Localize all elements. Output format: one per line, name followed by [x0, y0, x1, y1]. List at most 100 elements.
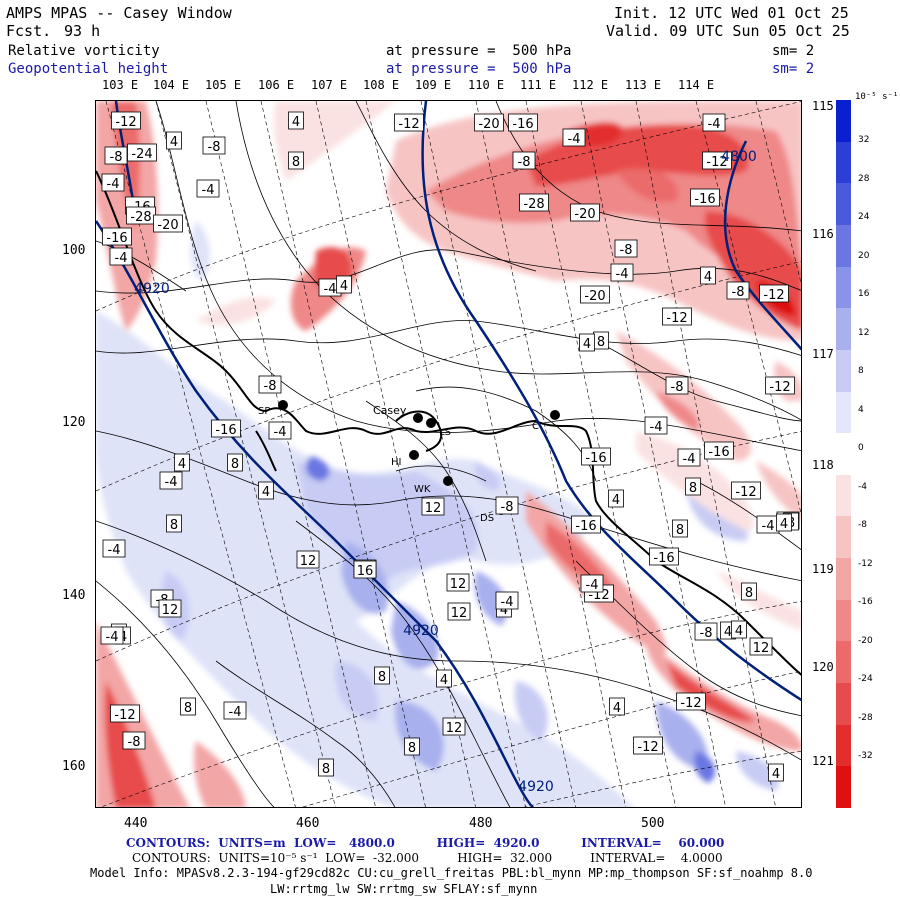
- vorticity-label-box: [102, 539, 126, 558]
- vorticity-label-box: [690, 188, 720, 207]
- vorticity-label: -16: [508, 113, 538, 132]
- vorticity-label-box: [741, 582, 757, 601]
- vorticity-label: 8: [227, 453, 243, 472]
- vorticity-label-box: [202, 136, 226, 155]
- vorticity-label-box: [759, 284, 789, 303]
- vorticity-label-box: [110, 704, 140, 723]
- vorticity-label-text: 16: [357, 564, 374, 579]
- vorticity-label-box: [104, 146, 128, 165]
- vorticity-label-box: [153, 214, 183, 233]
- colorbar-swatch: [836, 641, 851, 684]
- vorticity-label: 4: [258, 481, 274, 500]
- vorticity-label-box: [474, 113, 504, 132]
- vorticity-label-text: -8: [110, 150, 123, 165]
- vorticity-label-box: [122, 731, 146, 750]
- vorticity-label-text: 4: [780, 517, 788, 532]
- vorticity-label-box: [166, 514, 182, 533]
- vorticity-label-text: 8: [408, 741, 416, 756]
- colorbar-swatch: [836, 599, 851, 642]
- vorticity-label: -12: [765, 376, 795, 395]
- vorticity-label-text: -12: [735, 485, 756, 500]
- colorbar-swatch: [836, 266, 851, 309]
- vorticity-label-box: [288, 151, 304, 170]
- vorticity-label: -20: [474, 113, 504, 132]
- lon-label: 104 E: [153, 78, 190, 92]
- x-tick-500: 500: [641, 816, 665, 831]
- vorticity-label-box: [288, 111, 304, 130]
- vorticity-label-text: -4: [324, 282, 337, 297]
- vorticity-label-text: -4: [108, 543, 121, 558]
- vorticity-label: 8: [374, 666, 390, 685]
- vorticity-label-box: [579, 333, 595, 352]
- vorticity-label-box: [166, 131, 182, 150]
- colorbar-units: 10⁻⁵ s⁻¹: [855, 92, 899, 102]
- forecast-label: Fcst.: [6, 22, 52, 40]
- vorticity-label-box: [174, 453, 190, 472]
- colorbar-tick: -16: [858, 597, 873, 607]
- vorticity-label-box: [580, 285, 610, 304]
- vorticity-label-box: [258, 375, 282, 394]
- vorticity-label-text: -12: [115, 115, 136, 130]
- colorbar-swatch: [836, 349, 851, 393]
- vorticity-label-text: -4: [708, 117, 721, 132]
- vorticity-label-box: [519, 193, 549, 212]
- y-tick-100: 100: [62, 243, 86, 258]
- vorticity-label-text: -4: [683, 452, 696, 467]
- vorticity-label: 4: [768, 763, 784, 782]
- map-panel: Casey SP LS HI WK DS C -12 -8 4 -8 -4 4 8 -4 -12…: [95, 100, 802, 808]
- vorticity-label-box: [159, 471, 183, 490]
- station-label-ds: DS: [480, 513, 494, 524]
- station-dot-ls: [426, 418, 436, 428]
- vorticity-label-text: 4: [704, 270, 712, 285]
- vorticity-label-box: [644, 416, 668, 435]
- vorticity-label: 4: [776, 513, 792, 532]
- vorticity-label-text: 12: [753, 641, 770, 656]
- vorticity-label-text: -8: [264, 379, 277, 394]
- vorticity-label: -16: [649, 547, 679, 566]
- height-label: 4800: [721, 149, 757, 165]
- height-label: 4920: [134, 281, 170, 297]
- vorticity-label-box: [227, 453, 243, 472]
- vorticity-label-text: 12: [446, 721, 463, 736]
- colorbar: [836, 100, 851, 809]
- vorticity-label: 4: [166, 131, 182, 150]
- vorticity-label-box: [649, 547, 679, 566]
- station-label-wk: WK: [414, 484, 431, 495]
- field2-smoothing: sm= 2: [772, 61, 815, 77]
- vorticity-label: -4: [101, 173, 125, 192]
- vorticity-label: -28: [126, 206, 156, 225]
- colorbar-swatch: [836, 141, 851, 184]
- colorbar-tick: -8: [858, 520, 867, 530]
- station-label-sp: SP: [258, 406, 270, 417]
- vorticity-label: -4: [223, 701, 247, 720]
- vorticity-label-text: -24: [131, 147, 152, 162]
- vorticity-label-text: -8: [128, 735, 141, 750]
- vorticity-contour-labels: -12-84-8-448-4-12-16-28-16-4-20-24-20-16…: [100, 111, 800, 782]
- colorbar-tick: 16: [858, 289, 870, 299]
- vorticity-label-text: -8: [501, 500, 514, 515]
- vorticity-label: 8: [404, 737, 420, 756]
- vorticity-label-box: [100, 626, 124, 645]
- vorticity-label-text: -12: [398, 117, 419, 132]
- vorticity-label: -8: [258, 375, 282, 394]
- vorticity-label: -8: [122, 731, 146, 750]
- vorticity-label: 12: [446, 573, 470, 592]
- vorticity-label: 8: [166, 514, 182, 533]
- vorticity-label-box: [685, 477, 701, 496]
- lon-label: 103 E: [102, 78, 139, 92]
- vorticity-label-text: -16: [694, 192, 715, 207]
- vorticity-label: 4: [336, 275, 352, 294]
- vorticity-label-text: 8: [322, 762, 330, 777]
- vorticity-label: 12: [421, 497, 445, 516]
- vorticity-label-text: 8: [689, 481, 697, 496]
- vorticity-label: -8: [512, 151, 536, 170]
- vorticity-label-box: [731, 481, 761, 500]
- station-dot-sp: [278, 400, 288, 410]
- vorticity-label-text: -16: [708, 445, 729, 460]
- lon-label: 105 E: [205, 78, 242, 92]
- vorticity-label-text: -16: [215, 423, 236, 438]
- vorticity-label-box: [495, 496, 519, 515]
- vorticity-label-text: 4: [612, 493, 620, 508]
- vorticity-label: 4: [608, 489, 624, 508]
- lon-label: 109 E: [415, 78, 452, 92]
